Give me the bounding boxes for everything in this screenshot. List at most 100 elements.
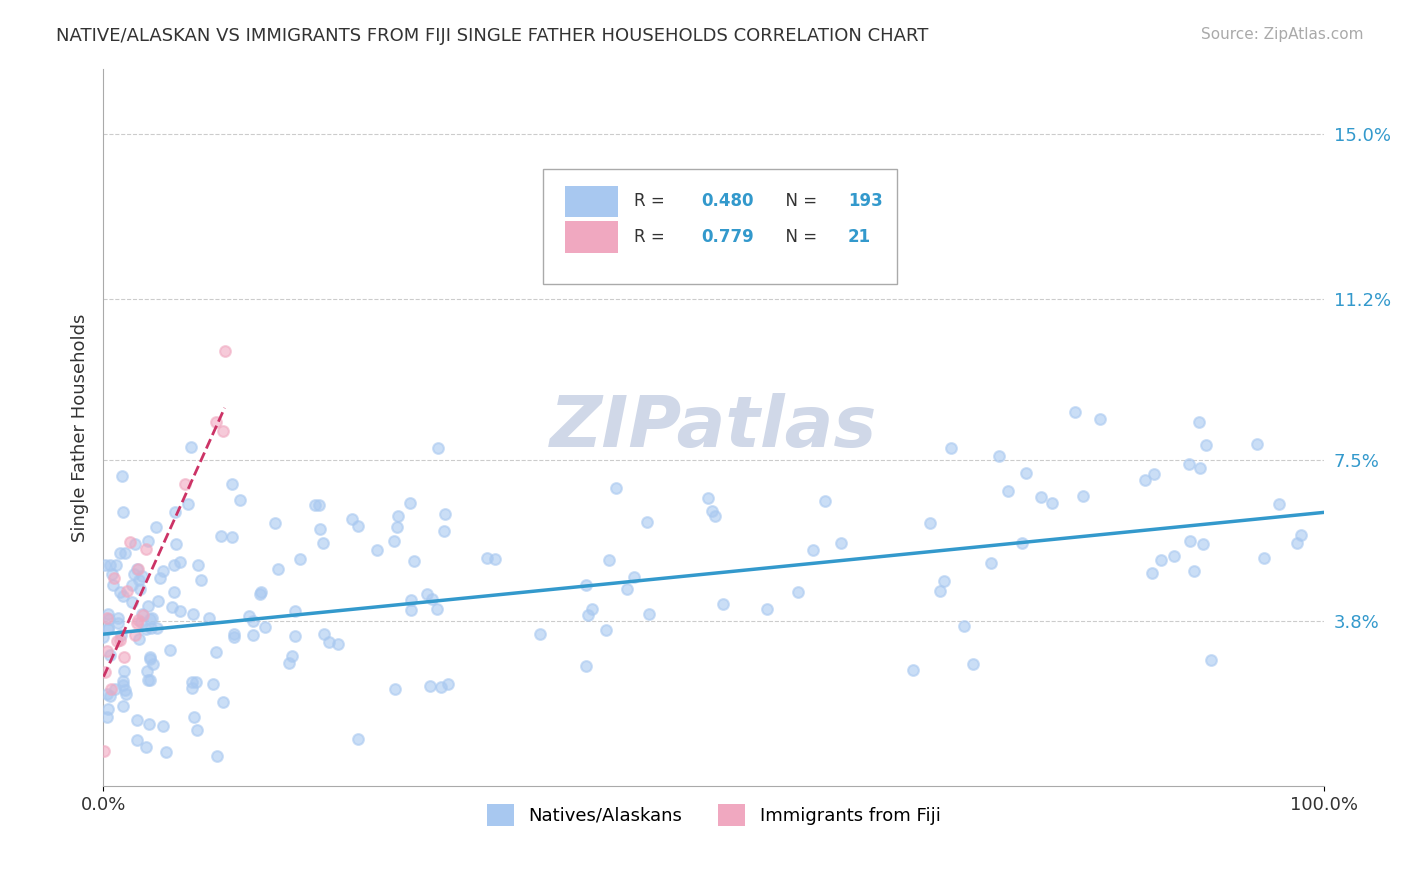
Point	[101, 578, 124, 592]
Point	[387, 508, 409, 523]
Point	[138, 651, 160, 665]
Point	[222, 627, 245, 641]
Point	[176, 497, 198, 511]
Point	[198, 610, 221, 624]
Point	[211, 424, 233, 438]
Point	[221, 476, 243, 491]
Point	[711, 597, 734, 611]
Point	[1182, 564, 1205, 578]
Point	[433, 524, 456, 538]
Point	[581, 601, 603, 615]
Point	[304, 498, 326, 512]
Point	[186, 723, 208, 737]
Point	[110, 632, 132, 647]
Point	[1191, 537, 1213, 551]
Point	[180, 440, 202, 454]
Point	[266, 562, 288, 576]
Point	[703, 508, 725, 523]
Point	[132, 607, 155, 622]
Point	[122, 567, 145, 582]
Point	[229, 493, 252, 508]
Text: NATIVE/ALASKAN VS IMMIGRANTS FROM FIJI SINGLE FATHER HOUSEHOLDS CORRELATION CHAR: NATIVE/ALASKAN VS IMMIGRANTS FROM FIJI S…	[56, 27, 928, 45]
Point	[939, 442, 962, 456]
Point	[127, 562, 149, 576]
Point	[127, 732, 149, 747]
Point	[980, 556, 1002, 570]
Point	[139, 612, 162, 626]
Point	[1163, 549, 1185, 564]
Point	[1040, 496, 1063, 510]
Point	[159, 643, 181, 657]
Point	[434, 507, 457, 521]
Point	[484, 552, 506, 566]
Point	[477, 550, 499, 565]
Point	[953, 619, 976, 633]
Point	[204, 645, 226, 659]
Point	[101, 567, 124, 582]
Point	[145, 520, 167, 534]
Point	[205, 415, 228, 429]
Point	[426, 441, 449, 455]
Point	[128, 632, 150, 646]
Point	[997, 484, 1019, 499]
Point	[98, 612, 121, 626]
Point	[111, 698, 134, 713]
Text: 0.779: 0.779	[702, 228, 754, 246]
Point	[437, 677, 460, 691]
Text: R =: R =	[634, 228, 671, 246]
Point	[108, 585, 131, 599]
Point	[169, 555, 191, 569]
Point	[347, 519, 370, 533]
Point	[163, 585, 186, 599]
Point	[155, 745, 177, 759]
Point	[107, 616, 129, 631]
Point	[430, 680, 453, 694]
Text: N =: N =	[775, 193, 823, 211]
Point	[124, 537, 146, 551]
Point	[623, 569, 645, 583]
Point	[125, 615, 148, 630]
Point	[756, 602, 779, 616]
Point	[104, 681, 127, 696]
Point	[419, 680, 441, 694]
Point	[242, 628, 264, 642]
Point	[221, 530, 243, 544]
Point	[135, 739, 157, 754]
Point	[184, 674, 207, 689]
Point	[1268, 496, 1291, 510]
Point	[399, 603, 422, 617]
Point	[96, 643, 118, 657]
Point	[94, 558, 117, 573]
Point	[115, 687, 138, 701]
Point	[160, 599, 183, 614]
Point	[114, 683, 136, 698]
Point	[142, 657, 165, 672]
Point	[97, 607, 120, 621]
Point	[124, 628, 146, 642]
Point	[598, 553, 620, 567]
Point	[1188, 460, 1211, 475]
Point	[238, 609, 260, 624]
Point	[111, 674, 134, 689]
Point	[399, 592, 422, 607]
Point	[1289, 528, 1312, 542]
Text: N =: N =	[775, 228, 823, 246]
Point	[1178, 457, 1201, 471]
Point	[96, 610, 118, 624]
Point	[575, 658, 598, 673]
Point	[1088, 412, 1111, 426]
Point	[103, 571, 125, 585]
FancyBboxPatch shape	[543, 169, 897, 284]
Point	[135, 664, 157, 678]
Point	[163, 558, 186, 573]
Point	[1285, 536, 1308, 550]
Text: 193: 193	[848, 193, 883, 211]
Point	[93, 744, 115, 758]
Point	[638, 607, 661, 621]
Point	[402, 554, 425, 568]
Point	[98, 690, 121, 704]
Point	[146, 621, 169, 635]
Point	[131, 607, 153, 621]
Point	[576, 607, 599, 622]
Point	[280, 648, 302, 663]
